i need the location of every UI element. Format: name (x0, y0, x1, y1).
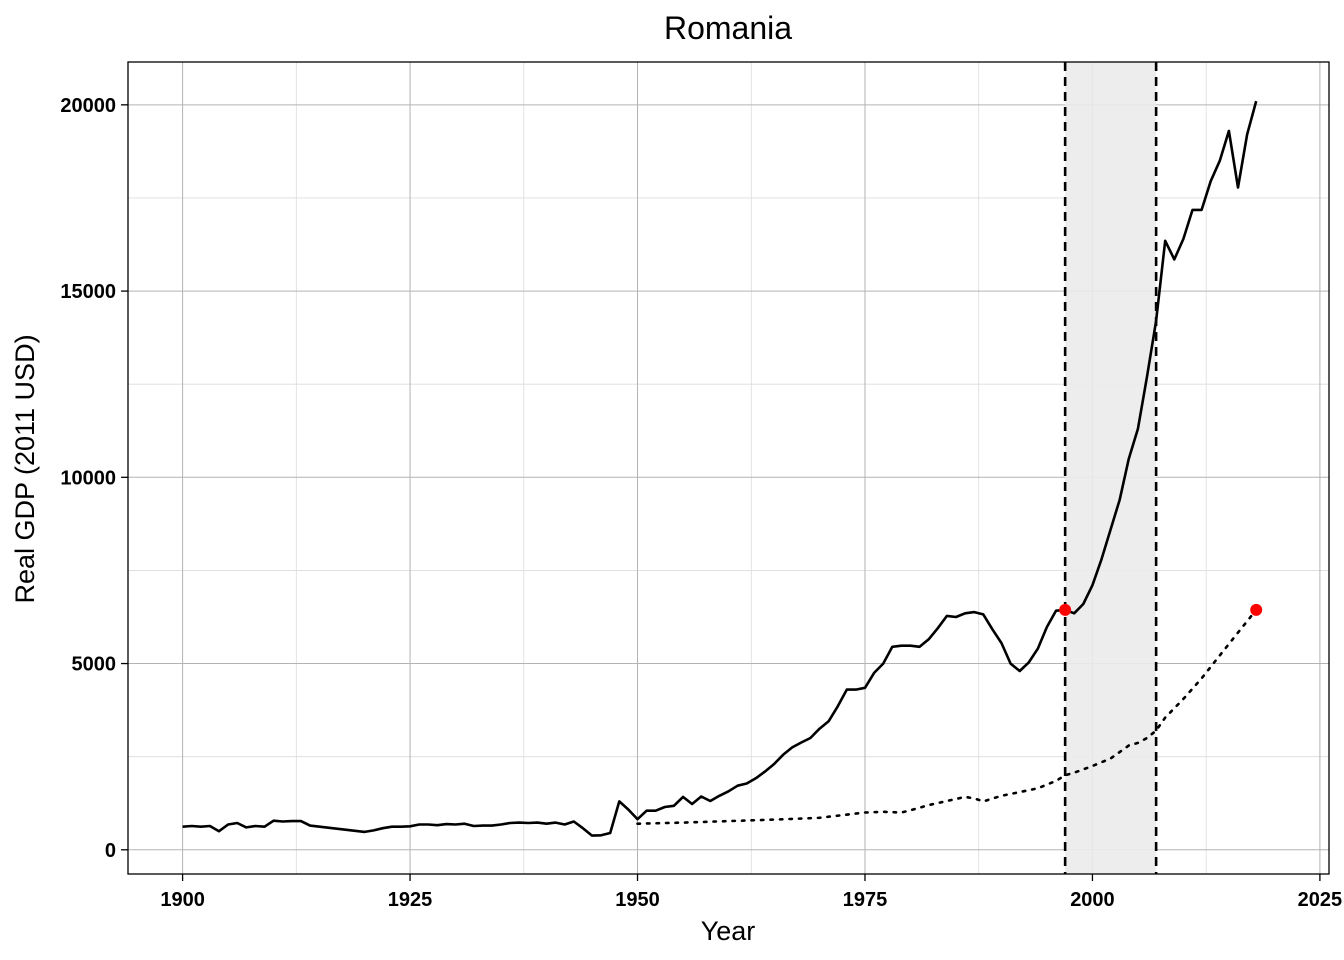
y-tick-label: 0 (105, 840, 116, 862)
highlight-points (1059, 603, 1263, 616)
x-tick-label: 2000 (1070, 889, 1115, 911)
x-tick-label: 1900 (160, 889, 205, 911)
y-axis-title: Real GDP (2011 USD) (10, 334, 40, 603)
series-line-solid (182, 100, 1258, 837)
y-tick-label: 5000 (72, 654, 117, 676)
shaded-region (1063, 62, 1158, 874)
y-tick-label: 10000 (60, 467, 116, 489)
y-axis: 0 5000 10000 15000 20000 (60, 95, 128, 862)
plot-border (127, 61, 1330, 875)
x-tick-label: 1925 (388, 889, 433, 911)
y-tick-label: 20000 (60, 95, 116, 117)
y-tick-label: 15000 (60, 281, 116, 303)
shaded-region-fill (1065, 62, 1157, 874)
x-axis: 1900 1925 1950 1975 2000 2025 (160, 874, 1342, 911)
x-axis-title: Year (701, 916, 756, 946)
chart-title: Romania (664, 10, 792, 46)
x-tick-label: 2025 (1298, 889, 1343, 911)
highlight-point (1250, 603, 1263, 616)
x-tick-label: 1950 (615, 889, 660, 911)
series-line-dotted (636, 608, 1258, 825)
highlight-point (1059, 603, 1072, 616)
x-tick-label: 1975 (843, 889, 888, 911)
series-layer (182, 100, 1258, 837)
